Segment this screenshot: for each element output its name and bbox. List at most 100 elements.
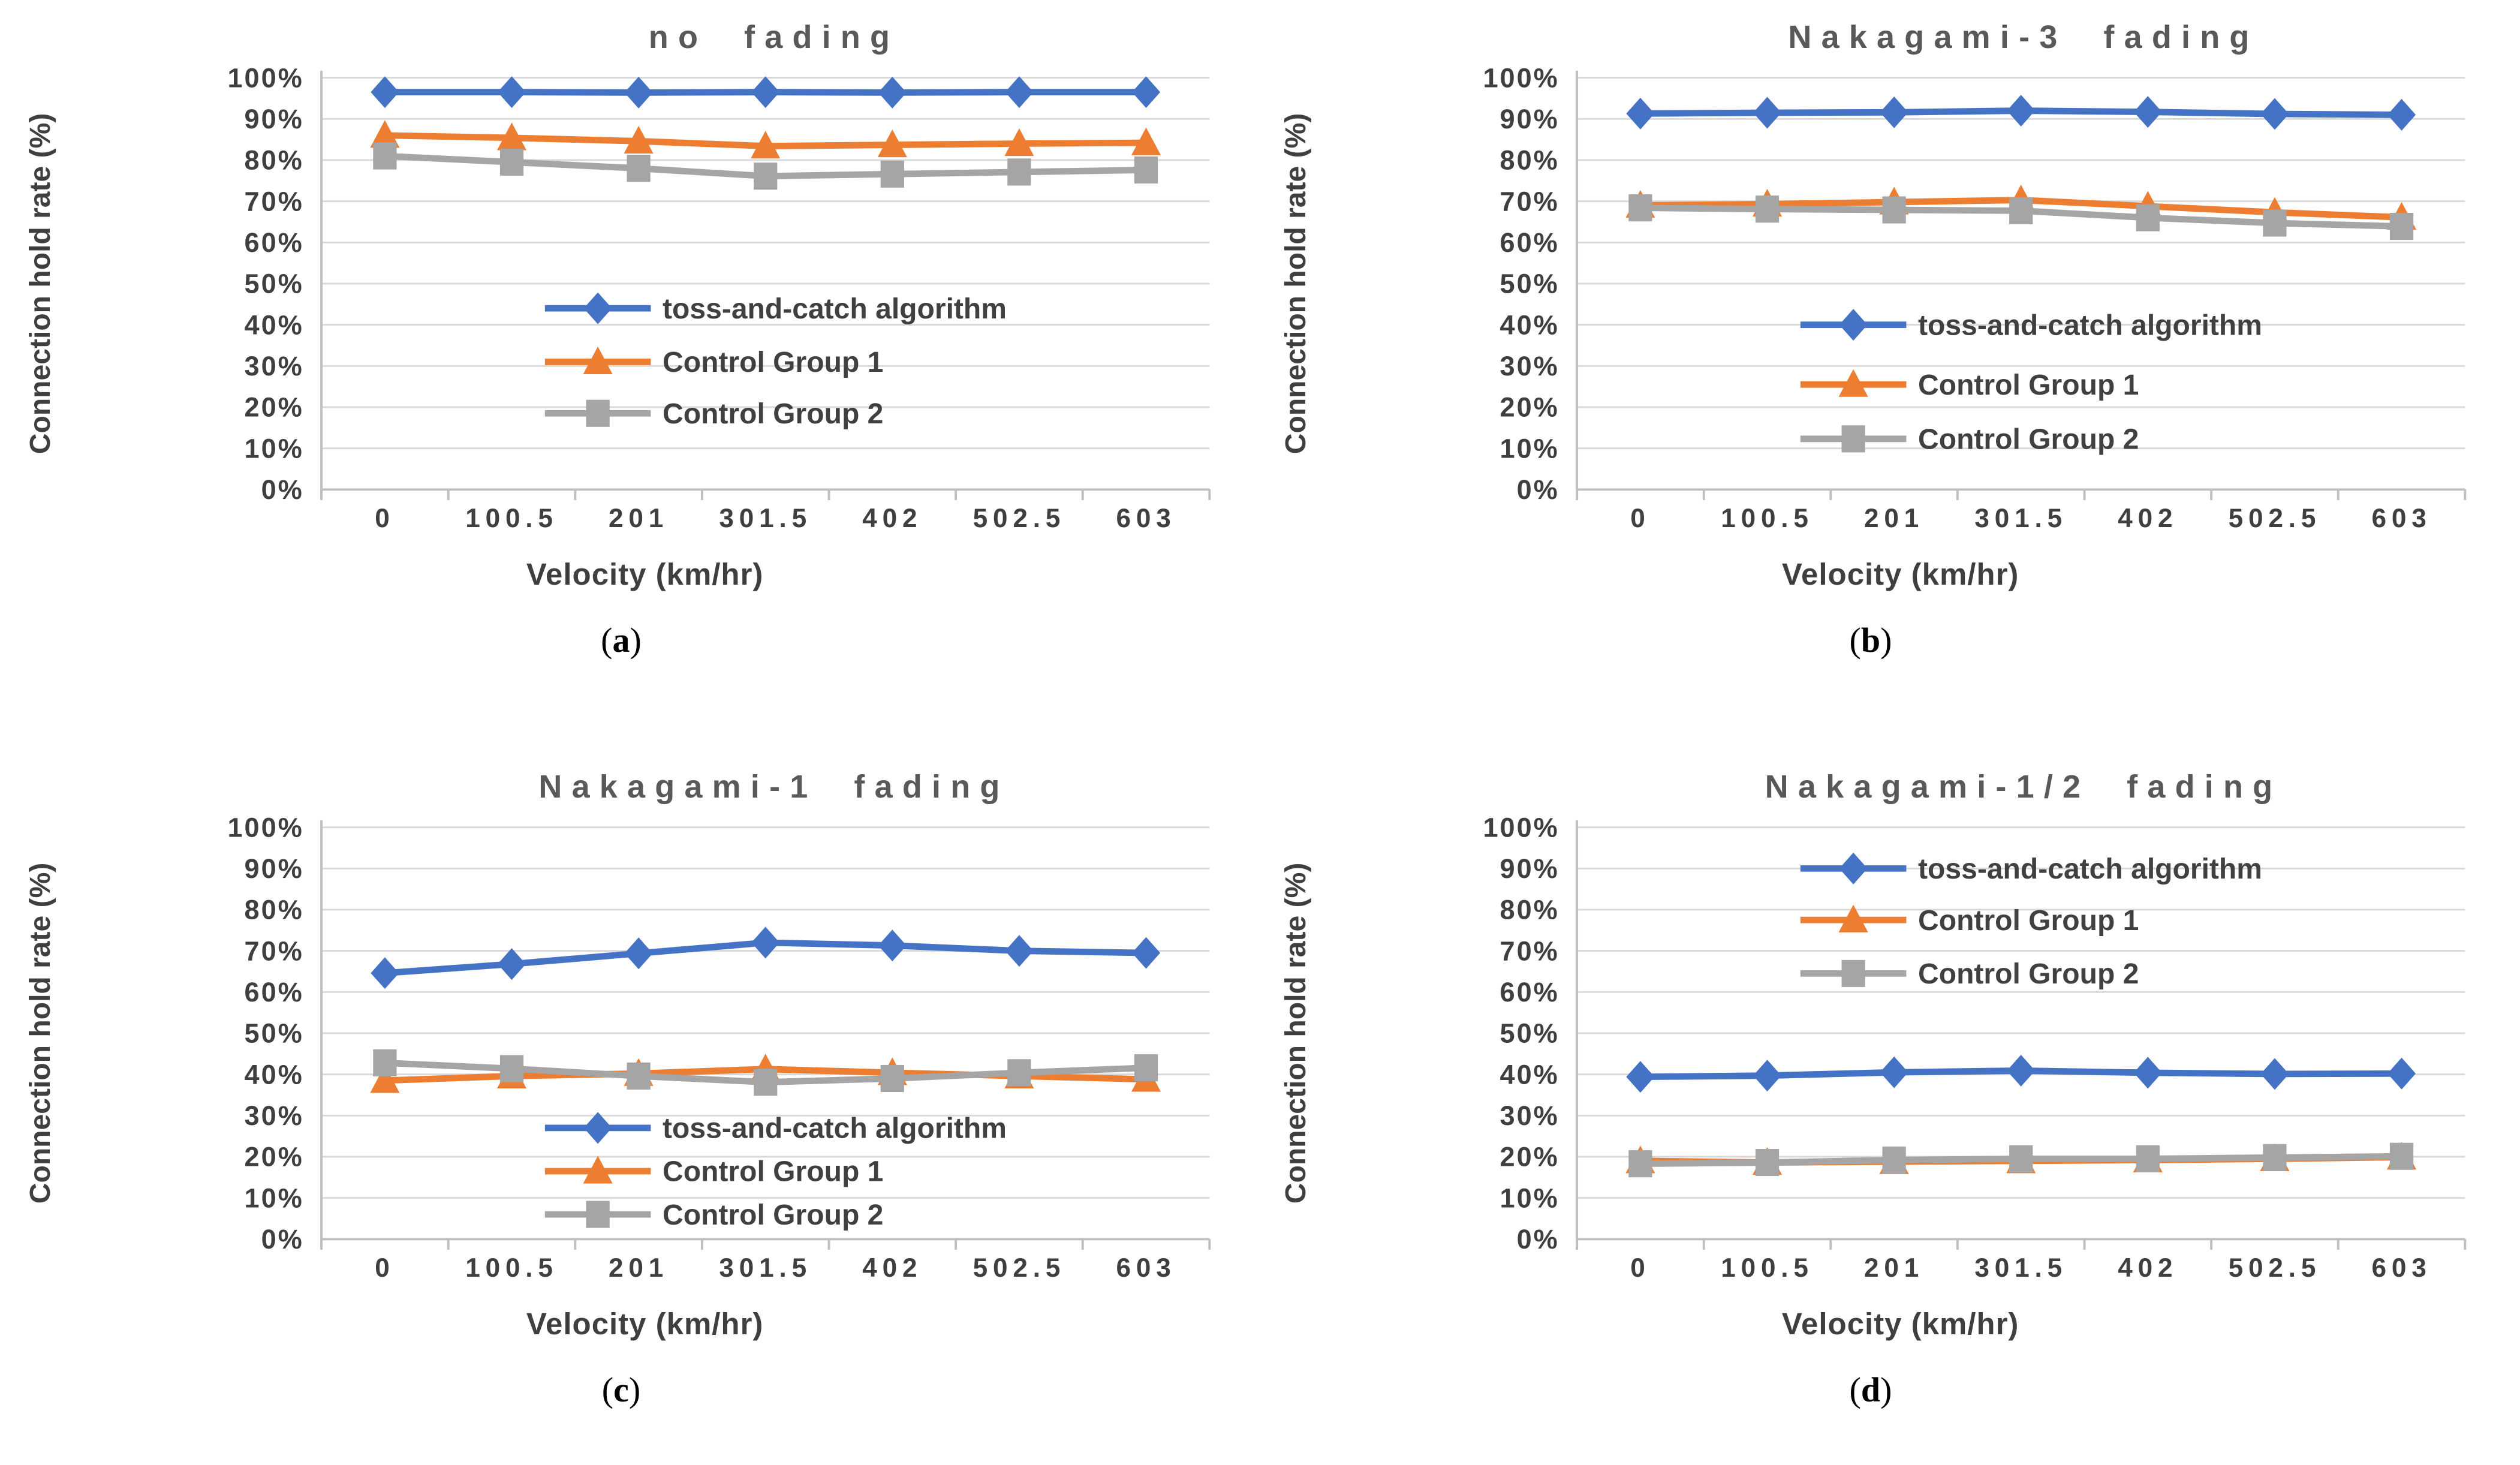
x-tick-label: 603 xyxy=(2371,1253,2431,1283)
diamond-marker xyxy=(624,937,653,970)
chart-title-c: Nakagami-1 fading xyxy=(538,769,1010,805)
x-tick-label: 100.5 xyxy=(1721,504,1814,533)
legend-entry: Control Group 1 xyxy=(1800,369,2139,401)
y-tick-label: 100% xyxy=(228,816,304,843)
legend-label: Control Group 2 xyxy=(1918,423,2139,456)
triangle-marker xyxy=(370,120,400,148)
square-marker xyxy=(2263,1144,2287,1171)
figure-grid: no fading 0% 10% 20% 30% 40% 50% 60% 70% 80% 90% 1… xyxy=(16,8,2520,1418)
diamond-marker xyxy=(497,948,526,980)
diamond-marker xyxy=(371,76,399,109)
legend-entry: toss-and-catch algorithm xyxy=(544,1112,1007,1145)
diamond-marker xyxy=(1005,935,1034,967)
legend-label: Control Group 2 xyxy=(663,398,883,430)
square-marker xyxy=(880,1065,904,1093)
y-axis-title: Connection hold rate (%) xyxy=(1279,113,1312,455)
square-marker xyxy=(1628,1150,1652,1178)
triangle-marker xyxy=(1838,369,1868,397)
y-tick-label: 0% xyxy=(261,474,304,505)
square-marker xyxy=(2136,204,2160,231)
triangle-marker xyxy=(496,122,527,151)
chart-title-a: no fading xyxy=(648,19,900,55)
diamond-marker xyxy=(2260,1058,2289,1090)
diamond-marker xyxy=(2133,96,2162,128)
y-tick-label: 90% xyxy=(245,104,304,134)
y-tick-label: 100% xyxy=(228,66,304,93)
y-tick-label: 50% xyxy=(245,269,304,299)
diamond-marker xyxy=(371,957,399,989)
y-tick-label: 50% xyxy=(1500,1018,1559,1049)
diamond-marker xyxy=(878,76,907,109)
diamond-marker xyxy=(1839,309,1868,341)
legend-label: toss-and-catch algorithm xyxy=(1918,853,2262,885)
x-tick-label: 502.5 xyxy=(973,504,1066,533)
triangle-marker xyxy=(583,1156,613,1184)
legend-label: toss-and-catch algorithm xyxy=(663,293,1007,325)
diamond-marker xyxy=(2387,98,2416,131)
x-tick-label: 100.5 xyxy=(465,504,558,533)
y-tick-label: 90% xyxy=(245,853,304,884)
square-marker xyxy=(627,1062,651,1090)
panel-caption-d: (d) xyxy=(1849,1370,1892,1410)
y-tick-label: 30% xyxy=(245,1100,304,1131)
diamond-marker xyxy=(1626,97,1655,130)
diamond-marker xyxy=(751,76,780,109)
x-tick-label: 402 xyxy=(862,1253,922,1283)
diamond-marker xyxy=(1131,76,1161,109)
y-axis-title: Connection hold rate (%) xyxy=(24,863,56,1204)
y-tick-label: 90% xyxy=(1500,104,1559,134)
x-tick-label: 301.5 xyxy=(1974,1253,2067,1283)
square-marker xyxy=(499,1055,524,1082)
chart-title-d: Nakagami-1/2 fading xyxy=(1765,769,2283,805)
diamond-marker xyxy=(1753,1060,1782,1092)
y-tick-label: 90% xyxy=(1500,853,1559,884)
legend-entry: toss-and-catch algorithm xyxy=(1800,852,2262,885)
y-tick-label: 70% xyxy=(1500,186,1559,216)
y-tick-label: 40% xyxy=(245,1059,304,1090)
x-tick-label: 100.5 xyxy=(1721,1253,1814,1283)
x-tick-label: 402 xyxy=(2118,1253,2178,1283)
x-tick-label: 100.5 xyxy=(465,1253,558,1283)
square-marker xyxy=(754,163,778,190)
diamond-marker xyxy=(2133,1057,2162,1089)
diamond-marker xyxy=(1880,96,1908,128)
legend-entry: Control Group 2 xyxy=(544,1199,883,1231)
y-tick-label: 50% xyxy=(1500,269,1559,299)
x-tick-label: 201 xyxy=(609,504,669,533)
square-marker xyxy=(499,148,524,176)
panel-caption-a: (a) xyxy=(601,621,642,660)
triangle-marker xyxy=(877,130,907,158)
x-tick-label: 301.5 xyxy=(719,504,812,533)
y-tick-label: 80% xyxy=(1500,145,1559,176)
square-marker xyxy=(880,160,904,188)
diamond-marker xyxy=(583,1112,612,1144)
diamond-marker xyxy=(1839,852,1868,885)
square-marker xyxy=(1755,195,1780,223)
legend-entry: toss-and-catch algorithm xyxy=(544,292,1007,325)
triangle-marker xyxy=(624,125,654,154)
diamond-marker xyxy=(624,76,653,109)
diamond-marker xyxy=(2387,1057,2416,1090)
square-marker xyxy=(1882,196,1906,224)
legend-label: Control Group 2 xyxy=(663,1199,883,1231)
x-tick-label: 502.5 xyxy=(2229,504,2322,533)
legend-label: Control Group 1 xyxy=(1918,369,2139,401)
x-tick-label: 603 xyxy=(1116,504,1176,533)
square-marker xyxy=(2009,1145,2033,1173)
panel-c: Nakagami-1 fading 0% 10% 20% 30% 40% 50% 60% 70… xyxy=(16,758,1263,1418)
square-marker xyxy=(1841,425,1865,453)
x-tick-label: 0 xyxy=(375,1253,395,1283)
triangle-marker xyxy=(370,1065,400,1093)
y-tick-label: 40% xyxy=(245,309,304,340)
square-marker xyxy=(2389,212,2414,240)
y-tick-label: 0% xyxy=(261,1224,304,1255)
x-tick-label: 301.5 xyxy=(1974,504,2067,533)
x-tick-label: 502.5 xyxy=(973,1253,1066,1283)
y-tick-label: 80% xyxy=(245,145,304,176)
y-tick-label: 0% xyxy=(1517,474,1559,505)
x-tick-label: 402 xyxy=(862,504,922,533)
diamond-marker xyxy=(2007,1055,2036,1087)
triangle-marker xyxy=(583,346,613,375)
diamond-marker xyxy=(1005,76,1034,109)
x-tick-label: 0 xyxy=(1630,504,1650,533)
